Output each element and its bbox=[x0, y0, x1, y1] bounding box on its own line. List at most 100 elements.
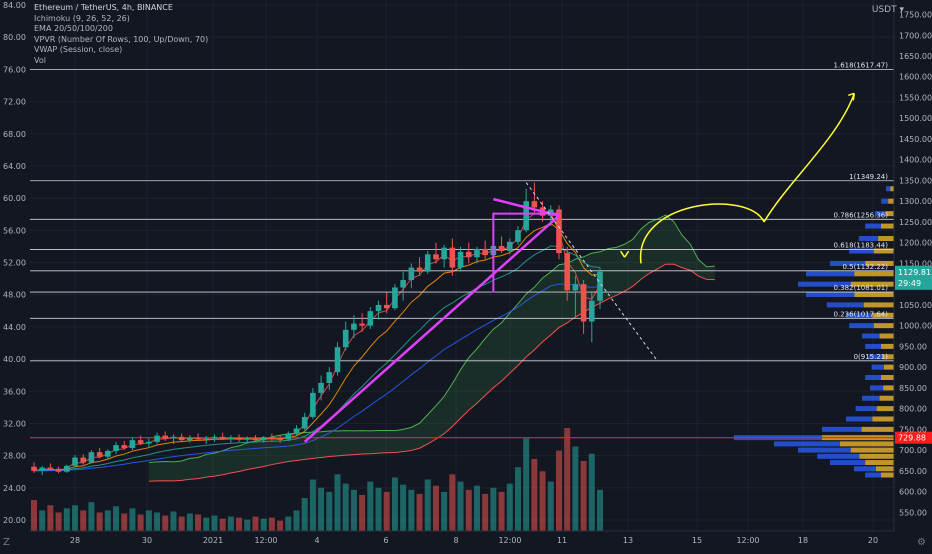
candle-body bbox=[187, 437, 193, 441]
volume-bar bbox=[227, 516, 234, 531]
cloud-area bbox=[148, 215, 715, 482]
volume-bar bbox=[441, 491, 448, 531]
candle-body bbox=[383, 304, 390, 309]
volume-bar bbox=[334, 474, 341, 531]
x-axis-tick: 28 bbox=[70, 536, 80, 545]
volume-bar bbox=[170, 511, 177, 531]
candle-body bbox=[498, 246, 505, 251]
volume-bar bbox=[121, 513, 128, 531]
volume-bar bbox=[301, 498, 308, 531]
vpvr-bar-up bbox=[874, 211, 886, 217]
volume-bar bbox=[96, 512, 103, 531]
vpvr-bar-up bbox=[830, 460, 866, 466]
volume-bar bbox=[39, 510, 46, 531]
candle-body bbox=[597, 271, 603, 301]
candle-body bbox=[72, 457, 78, 466]
last-price-label: 1129.81 bbox=[898, 268, 931, 277]
candle-body bbox=[449, 247, 456, 268]
ema-lines bbox=[33, 211, 601, 472]
volume-bar bbox=[523, 438, 530, 531]
left-axis-tick: 60.00 bbox=[3, 194, 26, 203]
vpvr-bar-down bbox=[863, 302, 894, 308]
left-axis-tick: 32.00 bbox=[3, 419, 26, 428]
vpvr-bar-up bbox=[849, 323, 874, 329]
right-axis-tick: 1050.00 bbox=[899, 301, 932, 310]
left-axis-tick: 40.00 bbox=[3, 355, 26, 364]
volume-bar bbox=[72, 505, 79, 531]
left-axis-tick: 80.00 bbox=[3, 33, 26, 42]
candle-body bbox=[137, 440, 144, 444]
candle-body bbox=[318, 382, 324, 393]
currency-label[interactable]: USDT bbox=[871, 5, 897, 15]
right-axis-tick: 550.00 bbox=[899, 508, 927, 517]
vpvr-bar-down bbox=[881, 472, 894, 478]
candle-body bbox=[47, 467, 54, 469]
vpvr-bar-up bbox=[858, 236, 879, 242]
symbol-title[interactable]: Ethereum / TetherUS, 4h, BINANCE bbox=[34, 3, 173, 12]
vpvr-bar-up bbox=[798, 281, 851, 287]
candle-body bbox=[465, 251, 472, 258]
volume-bar bbox=[186, 513, 193, 531]
volume-bar bbox=[342, 483, 349, 531]
indicator-ema[interactable]: EMA 20/50/100/200 bbox=[34, 24, 113, 34]
volume-bar bbox=[391, 477, 398, 531]
volume-bar bbox=[137, 514, 144, 531]
vpvr-bar-down bbox=[865, 460, 894, 466]
candle-body bbox=[531, 201, 538, 208]
yellow-arrowhead-down bbox=[619, 250, 630, 258]
volume-bar bbox=[129, 508, 136, 531]
volume-bar bbox=[244, 519, 251, 531]
vpvr-bar-down bbox=[873, 323, 894, 329]
vpvr-bar-down bbox=[876, 466, 894, 472]
vpvr-bar-up bbox=[881, 198, 889, 204]
right-axis-tick: 900.00 bbox=[899, 363, 927, 372]
candle-body bbox=[269, 437, 275, 439]
candle-body bbox=[80, 457, 87, 463]
zoom-icon[interactable]: Z bbox=[3, 537, 10, 548]
x-axis-tick: 2021 bbox=[203, 536, 223, 545]
volume-bar bbox=[195, 514, 202, 531]
yellow-arrow-up bbox=[763, 93, 855, 223]
gear-icon[interactable]: ⚙ bbox=[917, 537, 926, 548]
currency-dropdown[interactable]: USDT ▾ bbox=[872, 5, 904, 15]
candle-body bbox=[457, 251, 464, 268]
x-axis-tick: 15 bbox=[692, 536, 702, 545]
ema-line bbox=[33, 211, 601, 472]
candle-body bbox=[301, 416, 308, 429]
last-price-badge bbox=[895, 265, 932, 290]
indicator-volume[interactable]: Vol bbox=[34, 55, 46, 65]
vpvr-bar-down bbox=[840, 441, 894, 447]
vpvr-bar-up bbox=[865, 343, 882, 349]
indicator-ichimoku[interactable]: Ichimoku (9, 26, 52, 26) bbox=[34, 13, 130, 23]
volume-bar bbox=[465, 489, 472, 531]
x-axis-tick: 4 bbox=[314, 536, 319, 545]
vpvr-bar-down bbox=[865, 260, 894, 266]
volume-bar bbox=[326, 491, 333, 531]
candle-body bbox=[113, 445, 119, 451]
candle-body bbox=[64, 465, 70, 472]
volume-bar bbox=[350, 489, 357, 531]
volume-bar bbox=[490, 487, 497, 531]
right-axis-tick: 1450.00 bbox=[899, 135, 932, 144]
legend[interactable]: Ethereum / TetherUS, 4h, BINANCE Ichimok… bbox=[34, 3, 208, 67]
candle-body bbox=[408, 267, 415, 281]
candle-body bbox=[146, 441, 152, 444]
candle-body bbox=[310, 392, 316, 417]
vpvr-bar-up bbox=[865, 223, 882, 229]
x-axis-tick: 6 bbox=[383, 536, 388, 545]
volume-bar bbox=[547, 481, 554, 531]
fib-label: 0.5(1132.22) bbox=[842, 263, 888, 271]
x-axis-tick: 18 bbox=[798, 536, 808, 545]
volume-bar bbox=[473, 485, 480, 531]
candle-body bbox=[154, 435, 160, 442]
candle-body bbox=[121, 445, 128, 449]
indicator-vwap[interactable]: VWAP (Session, close) bbox=[34, 45, 123, 55]
axes: 84.00 80.00 76.00 72.00 68.00 64.00 60.00 56.00… bbox=[3, 0, 932, 545]
candle-body bbox=[211, 436, 218, 439]
vpvr-bar-up bbox=[862, 333, 880, 339]
indicator-vpvr[interactable]: VPVR (Number Of Rows, 100, Up/Down, 70) bbox=[34, 34, 209, 44]
right-axis-tick: 1150.00 bbox=[899, 259, 932, 268]
vpvr-bar-up bbox=[849, 248, 874, 254]
